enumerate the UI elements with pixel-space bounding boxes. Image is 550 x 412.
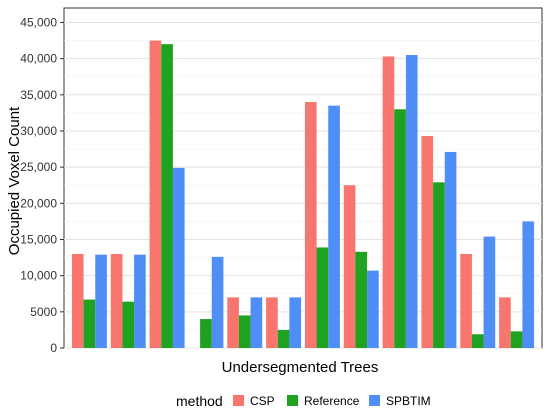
- bars: [71, 40, 535, 349]
- y-tick-label: 45,000: [20, 15, 57, 29]
- legend-label-reference: Reference: [304, 394, 360, 408]
- bar-spbtim-5: [250, 297, 263, 348]
- y-tick-label: 0: [50, 341, 57, 355]
- bar-spbtim-3: [172, 167, 185, 348]
- bar-reference-3: [161, 44, 173, 348]
- y-tick-label: 10,000: [20, 269, 57, 283]
- bar-csp-11: [460, 253, 472, 348]
- y-axis: 0 5000 10,000 15,000 20,000 25,000 30,000 35,00…: [20, 15, 64, 355]
- bar-reference-1: [83, 299, 96, 348]
- bar-reference-9: [394, 109, 406, 348]
- bar-csp-3: [149, 40, 162, 348]
- bar-spbtim-9: [405, 55, 418, 349]
- bar-spbtim-12: [522, 221, 535, 348]
- bar-csp-2: [110, 253, 123, 348]
- bar-csp-9: [382, 56, 395, 349]
- bar-reference-5: [238, 315, 251, 348]
- y-tick-label: 25,000: [20, 160, 57, 174]
- y-tick-label: 5000: [30, 305, 57, 319]
- y-axis-title: Occupied Voxel Count: [6, 106, 23, 255]
- bar-csp-6: [266, 297, 278, 348]
- bar-reference-12: [510, 331, 523, 348]
- bar-csp-5: [227, 297, 239, 348]
- y-tick-label: 40,000: [20, 52, 57, 66]
- legend-title: method: [176, 393, 223, 409]
- bar-spbtim-1: [95, 254, 107, 348]
- bar-spbtim-4: [211, 256, 224, 348]
- bar-reference-7: [316, 247, 329, 348]
- bar-reference-8: [355, 251, 368, 348]
- bar-csp-10: [421, 136, 434, 348]
- legend-label-csp: CSP: [250, 394, 275, 408]
- bar-csp-7: [304, 102, 317, 348]
- y-tick-label: 30,000: [20, 124, 57, 138]
- bar-reference-2: [122, 301, 135, 348]
- bar-csp-1: [71, 253, 84, 348]
- x-axis-title: Undersegmented Trees: [222, 359, 379, 376]
- bar-spbtim-6: [289, 297, 302, 348]
- bar-spbtim-7: [328, 105, 340, 348]
- bar-reference-4: [200, 319, 212, 348]
- bar-reference-6: [277, 329, 290, 348]
- legend-label-spbtim: SPBTIM: [386, 394, 431, 408]
- bar-spbtim-10: [444, 151, 457, 348]
- bar-csp-12: [499, 297, 511, 348]
- y-tick-label: 20,000: [20, 196, 57, 210]
- bar-reference-10: [433, 182, 445, 348]
- legend-key-csp: [233, 395, 244, 406]
- bar-spbtim-8: [367, 270, 379, 348]
- y-tick-label: 15,000: [20, 232, 57, 246]
- y-tick-label: 35,000: [20, 88, 57, 102]
- bar-spbtim-2: [134, 254, 146, 348]
- legend: method CSP Reference SPBTIM: [176, 393, 431, 409]
- legend-key-reference: [287, 395, 298, 406]
- bar-spbtim-11: [483, 236, 496, 348]
- bar-reference-11: [471, 334, 484, 348]
- legend-key-spbtim: [369, 395, 380, 406]
- bar-csp-8: [343, 185, 356, 348]
